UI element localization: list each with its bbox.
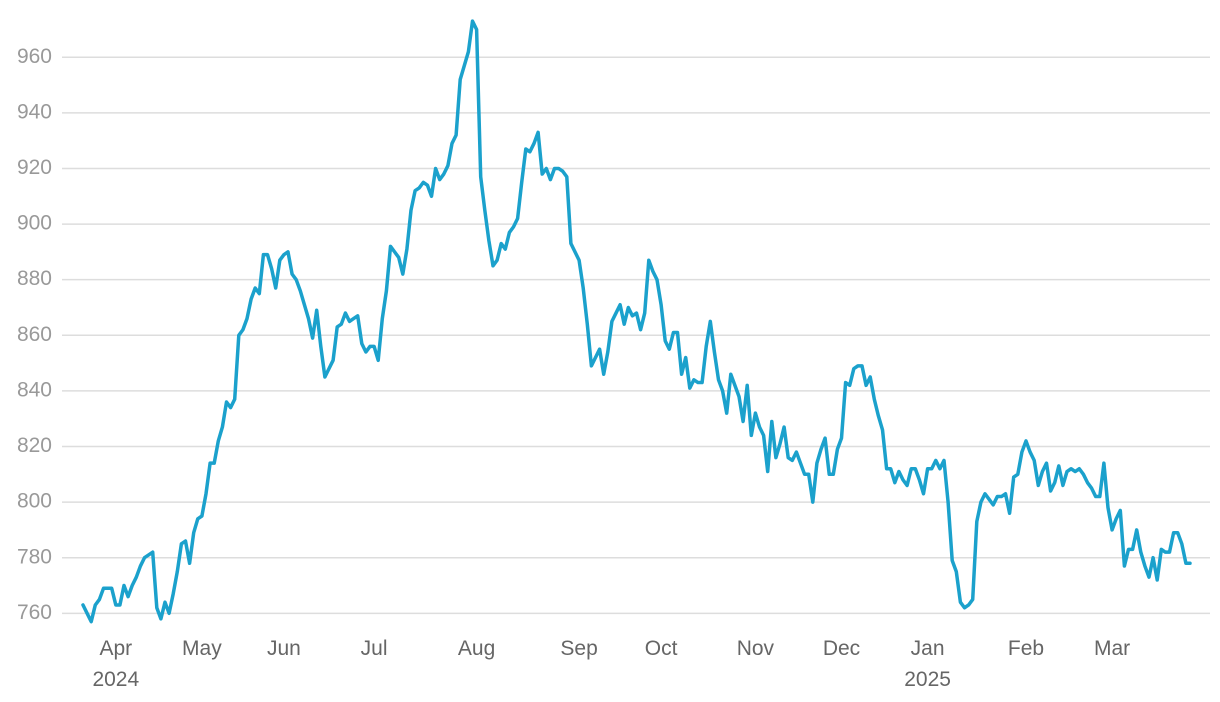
y-tick-label: 840 [17,378,52,401]
y-tick-label: 780 [17,545,52,568]
y-tick-label: 900 [17,212,52,235]
line-series [81,19,1192,624]
x-tick-label: Dec [822,637,861,660]
x-tick-label: Jan 2025 [904,637,951,691]
x-tick-label: Mar [1094,637,1131,660]
x-tick-label: May [182,637,222,660]
x-tick-label: Sep [560,637,598,660]
y-tick-label: 880 [17,267,52,290]
y-tick-label: 760 [17,601,52,624]
y-tick-label: 920 [17,156,52,179]
y-tick-label: 800 [17,490,52,513]
y-tick-label: 820 [17,434,52,457]
y-tick-label: 860 [17,323,52,346]
x-tick-label: Feb [1007,637,1045,660]
x-tick-label: Jun [266,637,301,660]
x-tick-label: Aug [457,637,496,660]
y-tick-label: 940 [17,100,52,123]
x-tick-label: Oct [644,637,678,660]
y-tick-label: 960 [17,45,52,68]
x-tick-label: Apr 2024 [92,637,140,691]
x-tick-label: Jul [360,637,388,660]
x-tick-label: Nov [736,637,775,660]
